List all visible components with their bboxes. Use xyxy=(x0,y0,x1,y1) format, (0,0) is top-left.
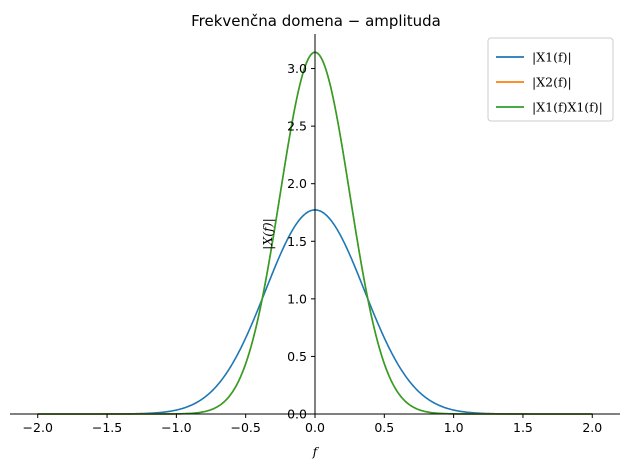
legend-label-3: |X1(f)X1(f)| xyxy=(532,100,603,115)
x-tick-label: 1.0 xyxy=(444,420,464,435)
y-tick-label: 1.5 xyxy=(287,234,307,249)
x-axis-label: f xyxy=(312,444,320,459)
x-tick-label: 0.0 xyxy=(305,420,325,435)
x-tick-label: −1.0 xyxy=(161,420,191,435)
y-tick-label: 2.0 xyxy=(287,176,307,191)
x-tick-label: 2.0 xyxy=(582,420,602,435)
legend-label-1: |X1(f)| xyxy=(532,50,572,65)
y-tick-label: 2.5 xyxy=(287,119,307,134)
x-tick-label: −1.5 xyxy=(92,420,122,435)
y-tick-label: 0.0 xyxy=(287,407,307,422)
x-tick-group: −2.0 −1.5 −1.0 −0.5 0.0 0.5 1.0 1.5 2.0 xyxy=(23,414,602,435)
x-tick-label: 1.5 xyxy=(513,420,533,435)
legend: |X1(f)| |X2(f)| |X1(f)X1(f)| xyxy=(487,37,614,122)
x-tick-label: −2.0 xyxy=(23,420,53,435)
y-tick-label: 1.0 xyxy=(287,291,307,306)
x-tick-label: −0.5 xyxy=(231,420,261,435)
chart-title: Frekvenčna domena − amplituda xyxy=(191,12,441,30)
y-axis-label: |X(f)| xyxy=(260,218,275,250)
y-tick-label: 3.0 xyxy=(287,61,307,76)
x-tick-label: 0.5 xyxy=(374,420,394,435)
legend-label-2: |X2(f)| xyxy=(532,75,572,90)
y-tick-group: 0.0 0.5 1.0 1.5 2.0 2.5 3.0 xyxy=(287,61,315,422)
y-tick-label: 0.5 xyxy=(287,349,307,364)
legend-box xyxy=(487,37,614,122)
